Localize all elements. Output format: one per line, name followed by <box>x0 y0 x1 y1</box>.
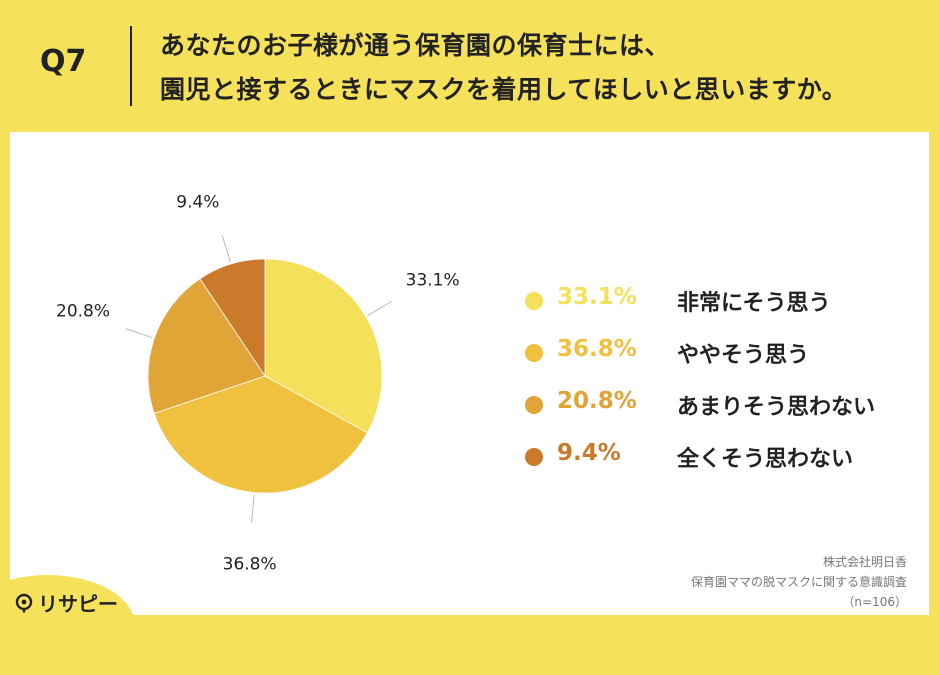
legend-label: 全くそう思わない <box>677 447 854 472</box>
brand-logo: リサピー <box>14 588 118 617</box>
pie-slice <box>153 375 368 494</box>
data-label: 9.4% <box>176 192 219 212</box>
legend-label: 非常にそう思う <box>677 291 831 316</box>
question-text-line1: あなたのお子様が通う保育園の保育士には、 <box>160 31 671 60</box>
legend-dot <box>525 292 543 310</box>
leader-line <box>367 301 392 317</box>
data-label: 36.8% <box>223 554 277 574</box>
leader-line <box>221 235 231 263</box>
question-number: Q7 <box>40 44 87 79</box>
pie-slice <box>264 258 383 434</box>
chart-panel: 33.1% 36.8% 20.8% 9.4% 33.1% 非常にそう思う 36.8% … <box>10 132 929 615</box>
question-text-line2: 園児と接するときにマスクを着用してほしいと思いますか。 <box>160 75 848 104</box>
legend-percent: 36.8% <box>557 336 637 362</box>
header-divider <box>130 26 132 106</box>
legend-percent: 20.8% <box>557 388 637 414</box>
legend-label: あまりそう思わない <box>677 395 876 420</box>
legend-dot <box>525 396 543 414</box>
pie-chart: 33.1% 36.8% 20.8% 9.4% <box>56 192 460 574</box>
source-note: 株式会社明日香 保育園ママの脱マスクに関する意識調査 （n=106） <box>691 552 907 612</box>
data-label: 33.1% <box>406 270 460 290</box>
pin-icon <box>15 593 33 612</box>
source-company: 株式会社明日香 <box>822 555 907 569</box>
legend-percent: 9.4% <box>557 440 621 466</box>
legend-dot <box>525 448 543 466</box>
data-label: 20.8% <box>56 302 110 322</box>
source-sample-size: （n=106） <box>842 595 907 609</box>
source-survey: 保育園ママの脱マスクに関する意識調査 <box>690 575 907 589</box>
legend-percent: 33.1% <box>557 284 637 310</box>
legend-label: ややそう思う <box>677 343 810 368</box>
pie-slice <box>147 278 266 414</box>
logo-text: リサピー <box>38 592 118 616</box>
leader-line <box>125 328 153 339</box>
leader-line <box>251 494 255 523</box>
legend-dot <box>525 344 543 362</box>
pie-slice <box>199 258 266 378</box>
header: Q7 あなたのお子様が通う保育園の保育士には、 園児と接するときにマスクを着用し… <box>0 0 939 132</box>
